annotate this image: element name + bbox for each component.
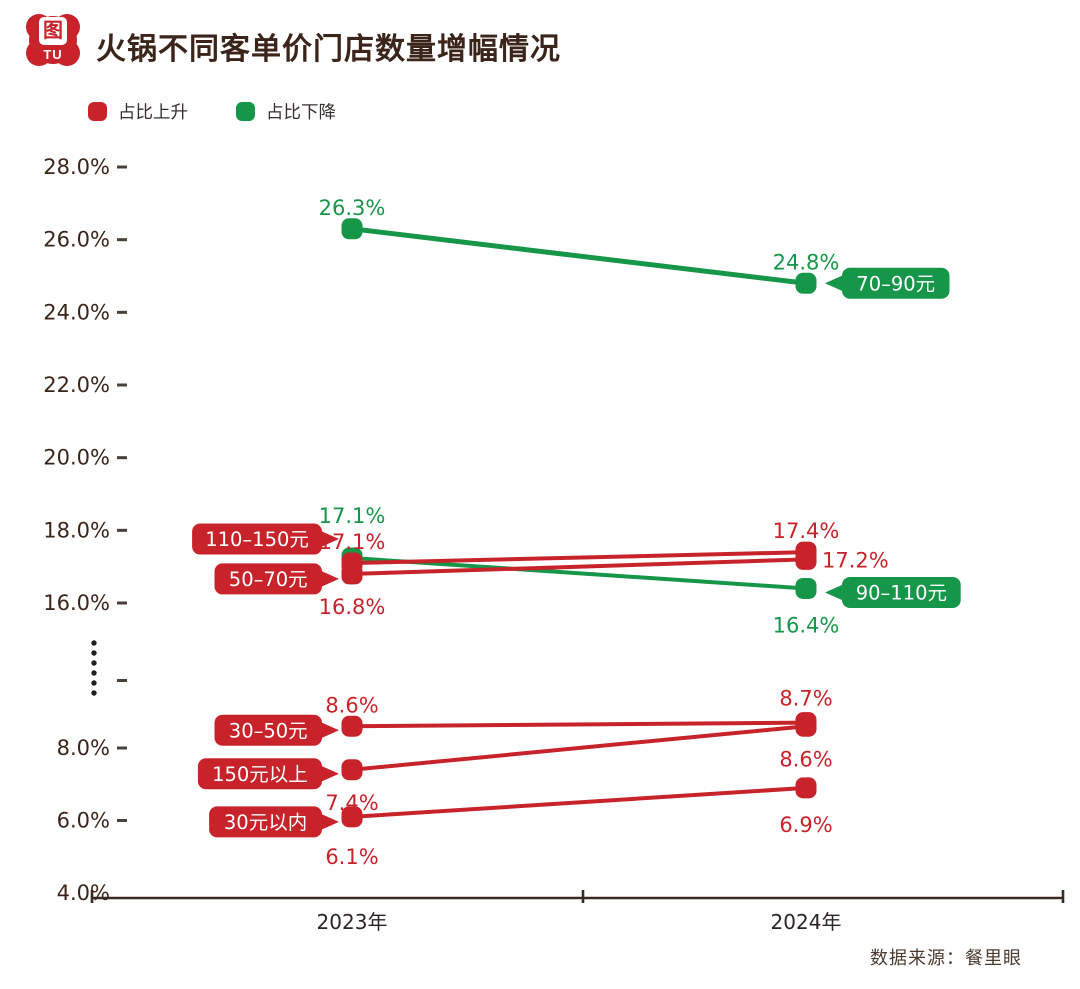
point-value-label: 17.2% [822,548,889,572]
series-badge-arrow [321,722,339,739]
series-badge-label: 50–70元 [229,568,308,591]
series-badge-arrow [825,584,843,601]
legend-dot-down-icon [236,102,255,121]
series-badge-arrow [321,531,339,548]
y-tick-dash [117,383,127,387]
point-value-label: 17.4% [773,519,840,543]
y-tick-label: 18.0% [43,518,110,542]
y-tick-dash [117,679,127,682]
legend-label-down: 占比下降 [266,102,336,122]
series-point [795,272,817,294]
point-value-label: 26.3% [319,196,386,220]
series-badge-bg [197,758,322,790]
chart-legend: 占比上升 占比下降 [88,99,336,124]
series-badge-label: 30–50元 [229,719,308,742]
series-badge-arrow [321,813,339,830]
y-tick-label: 6.0% [57,809,110,833]
series-badge-arrow [825,275,843,292]
series-badge: 70–90元 [825,267,950,299]
series-badge: 90–110元 [825,576,961,608]
logo-glyph: 图 [39,17,67,45]
series-line [351,550,807,566]
series-point [341,218,363,240]
y-tick-label: 16.0% [43,591,110,615]
logo: 图 TU [24,11,82,69]
series-point [795,715,817,737]
series-line [351,724,807,772]
series-badge-bg [842,267,950,299]
point-value-label: 16.8% [319,595,386,619]
legend-label-up: 占比上升 [118,102,188,122]
series-badge-arrow [321,570,339,587]
y-tick-dash [117,819,127,822]
axis-break-dot [91,680,97,686]
point-value-label: 17.1% [319,504,386,528]
series-line [351,557,807,576]
x-axis-label: 2024年 [771,910,842,934]
series-badge: 30元以内 [209,806,339,838]
series-badge-bg [214,563,322,595]
logo-subtext: TU [43,47,63,62]
axis-break-dot [91,640,97,646]
series-line [351,785,807,819]
point-value-label: 8.6% [325,693,378,717]
y-tick-label: 22.0% [43,373,110,397]
y-tick-dash [117,601,127,605]
y-tick-dash [117,165,127,169]
series-point [795,777,817,799]
series-badge-label: 70–90元 [856,272,935,295]
series-badge-label: 150元以上 [212,763,308,786]
point-value-label: 8.7% [779,687,832,711]
series-badge: 30–50元 [214,714,339,746]
series-badge: 50–70元 [214,563,339,595]
series-badge-arrow [321,765,339,782]
series-line [351,720,807,729]
series-point [795,541,817,563]
point-value-label: 8.6% [779,747,832,771]
axis-break-dot [91,650,97,656]
series-badge-bg [209,806,322,838]
point-value-label: 6.9% [779,813,832,837]
data-source: 数据来源：餐里眼 [870,948,1022,968]
series-point [341,552,363,574]
series-point [341,715,363,737]
series-badge: 150元以上 [197,758,339,790]
point-value-label: 24.8% [773,250,840,274]
axis-break-dot [91,670,97,676]
y-tick-label: 4.0% [57,881,110,905]
y-tick-dash [117,456,127,460]
point-value-label: 7.4% [325,791,378,815]
series-badge-bg [842,576,961,608]
legend-dot-up-icon [88,102,107,121]
series-badge-label: 30元以内 [224,811,307,834]
page-title: 火锅不同客单价门店数量增幅情况 [96,33,561,66]
series-badge-label: 110–150元 [205,528,309,551]
series-line [351,226,807,286]
series-badge-bg [214,714,322,746]
y-tick-label: 28.0% [43,155,110,179]
axis-break-dot [91,660,97,666]
y-tick-dash [117,746,127,750]
y-tick-label: 26.0% [43,228,110,252]
series-point [341,759,363,781]
point-value-label: 6.1% [325,845,378,869]
y-tick-dash [117,238,127,242]
y-tick-dash [117,310,127,314]
axis-break-dot [91,690,97,696]
legend-item-down: 占比下降 [236,99,336,124]
series-badge: 110–150元 [192,523,339,555]
point-value-label: 16.4% [773,613,840,637]
series-point [341,806,363,828]
series-point [795,577,817,599]
y-tick-label: 24.0% [43,300,110,324]
legend-item-up: 占比上升 [88,99,188,124]
y-tick-label: 8.0% [57,736,110,760]
x-axis-label: 2023年 [317,910,388,934]
y-tick-dash [117,528,127,532]
y-tick-label: 20.0% [43,446,110,470]
series-badge-label: 90–110元 [856,581,947,604]
series-badge-bg [192,523,322,555]
